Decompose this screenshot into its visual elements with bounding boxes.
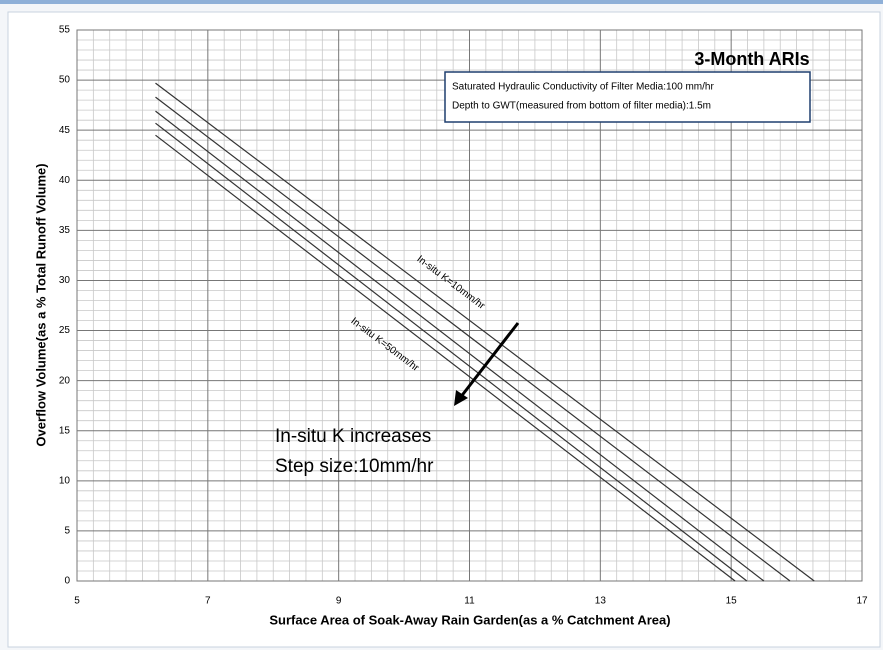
x-tick-label: 5 [74, 596, 80, 607]
data-line [155, 82, 815, 582]
top-border [0, 0, 883, 4]
plot [155, 82, 815, 582]
y-tick-label: 30 [59, 275, 71, 286]
y-tick-label: 5 [64, 526, 70, 537]
y-tick-label: 10 [59, 475, 71, 486]
info-text: Saturated Hydraulic Conductivity of Filt… [452, 82, 714, 93]
x-tick-label: 17 [856, 596, 868, 607]
y-axis-title: Overflow Volume(as a % Total Runoff Volu… [33, 163, 48, 446]
info-box [444, 71, 811, 123]
plot-border [76, 29, 863, 582]
trend-text: Step size:10mm/hr [275, 456, 434, 477]
trend-arrow [458, 322, 520, 399]
info-text: Depth to GWT(measured from bottom of fil… [452, 101, 711, 112]
data-line [155, 96, 791, 582]
x-tick-label: 9 [336, 596, 342, 607]
data-line [155, 122, 748, 582]
data-line [155, 134, 736, 582]
x-tick-label: 7 [205, 596, 211, 607]
trend-text: In-situ K increases [275, 426, 431, 447]
y-tick-label: 50 [59, 75, 71, 86]
data-line [155, 110, 765, 582]
y-tick-label: 40 [59, 175, 71, 186]
y-tick-label: 20 [59, 375, 71, 386]
grid [76, 29, 863, 582]
y-tick-label: 25 [59, 325, 71, 336]
y-tick-label: 0 [64, 576, 70, 587]
y-tick-label: 35 [59, 225, 71, 236]
x-axis-title: Surface Area of Soak-Away Rain Garden(as… [269, 612, 670, 627]
chart-title: 3-Month ARIs [694, 49, 809, 69]
x-tick-label: 13 [595, 596, 607, 607]
x-tick-label: 15 [726, 596, 738, 607]
y-tick-label: 15 [59, 425, 71, 436]
x-tick-label: 11 [464, 596, 475, 607]
y-tick-label: 55 [59, 25, 71, 36]
trend-arrow-head [454, 390, 468, 406]
y-tick-label: 45 [59, 125, 71, 136]
